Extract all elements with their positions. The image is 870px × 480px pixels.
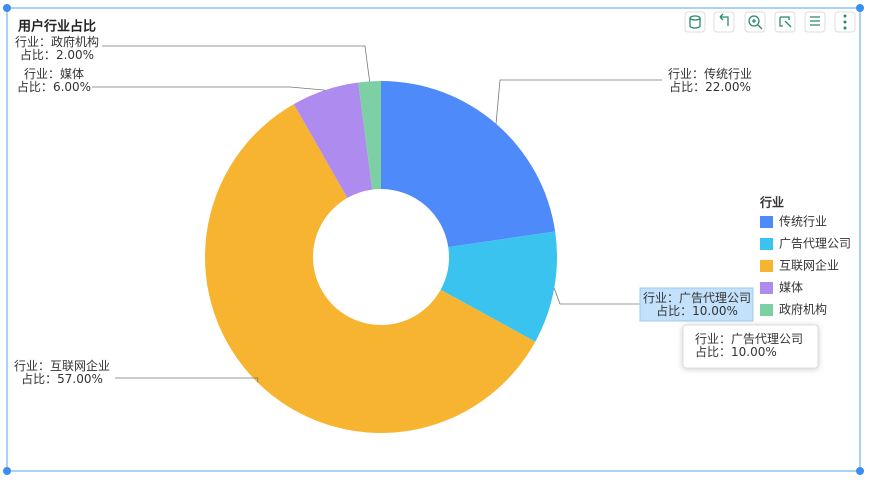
label-highlight [639, 287, 754, 322]
legend-title: 行业 [759, 195, 784, 210]
donut-slice [205, 104, 536, 433]
donut-slice [440, 231, 558, 342]
label-category: 传统行业 [704, 66, 752, 81]
legend-swatch [760, 216, 773, 228]
label-category: 媒体 [60, 67, 84, 81]
donut-slice [293, 82, 373, 198]
slice-label-value: 占比：57.00% [21, 371, 103, 386]
donut-slice [358, 81, 381, 190]
label-category: 广告代理公司 [679, 291, 751, 305]
label-prefix: 占比： [669, 79, 705, 94]
slice-label-value: 占比：10.00% [695, 344, 777, 359]
label-prefix: 行业： [24, 67, 60, 81]
slice-label-value: 占比：10.00% [656, 303, 738, 318]
label-prefix: 行业： [643, 291, 679, 305]
label-value: 57.00% [57, 372, 103, 386]
slice-label-value: 占比：2.00% [20, 47, 94, 62]
slice-label-category: 行业：政府机构 [15, 34, 99, 49]
label-prefix: 行业： [15, 35, 51, 49]
legend-swatch [760, 238, 773, 250]
label-value: 2.00% [56, 48, 94, 62]
label-prefix: 占比： [21, 371, 57, 386]
label-prefix: 行业： [14, 359, 50, 373]
toolbar[interactable] [684, 11, 856, 33]
leader-line [102, 45, 371, 82]
slice-label-value: 占比：22.00% [669, 79, 751, 94]
leader-line [92, 86, 326, 91]
label-prefix: 占比： [20, 47, 56, 62]
label-prefix: 行业： [695, 332, 731, 346]
slice-label-value: 占比：6.00% [17, 79, 91, 94]
tooltip-box [682, 324, 819, 369]
legend-label: 广告代理公司 [779, 237, 851, 251]
label-prefix: 占比： [695, 344, 731, 359]
label-prefix: 占比： [656, 303, 692, 318]
label-value: 10.00% [692, 304, 738, 318]
legend-swatch [760, 260, 773, 272]
leader-line [553, 288, 640, 305]
legend-label: 互联网企业 [779, 258, 839, 273]
slice-label-category: 行业：互联网企业 [14, 358, 110, 373]
leader-line [115, 377, 259, 383]
legend-swatch [760, 304, 773, 316]
label-category: 互联网企业 [50, 358, 110, 373]
label-prefix: 行业： [668, 67, 704, 81]
label-value: 22.00% [705, 80, 751, 94]
slice-label-category: 行业：广告代理公司 [695, 332, 803, 346]
label-category: 政府机构 [51, 34, 99, 49]
legend-swatch [760, 282, 773, 294]
label-category: 广告代理公司 [731, 332, 803, 346]
legend-label: 政府机构 [779, 302, 827, 317]
donut-slice [381, 81, 556, 248]
slice-label-category: 行业：广告代理公司 [643, 291, 751, 305]
label-value: 10.00% [731, 345, 777, 359]
chart-title: 用户行业占比 [17, 19, 96, 35]
legend-label: 传统行业 [779, 214, 827, 229]
legend-label: 媒体 [779, 281, 803, 295]
slice-label-category: 行业：传统行业 [668, 66, 752, 81]
label-value: 6.00% [53, 80, 91, 94]
resize-handles[interactable] [3, 4, 864, 475]
leader-line [495, 79, 662, 124]
label-prefix: 占比： [17, 79, 53, 94]
slice-label-category: 行业：媒体 [24, 67, 84, 81]
